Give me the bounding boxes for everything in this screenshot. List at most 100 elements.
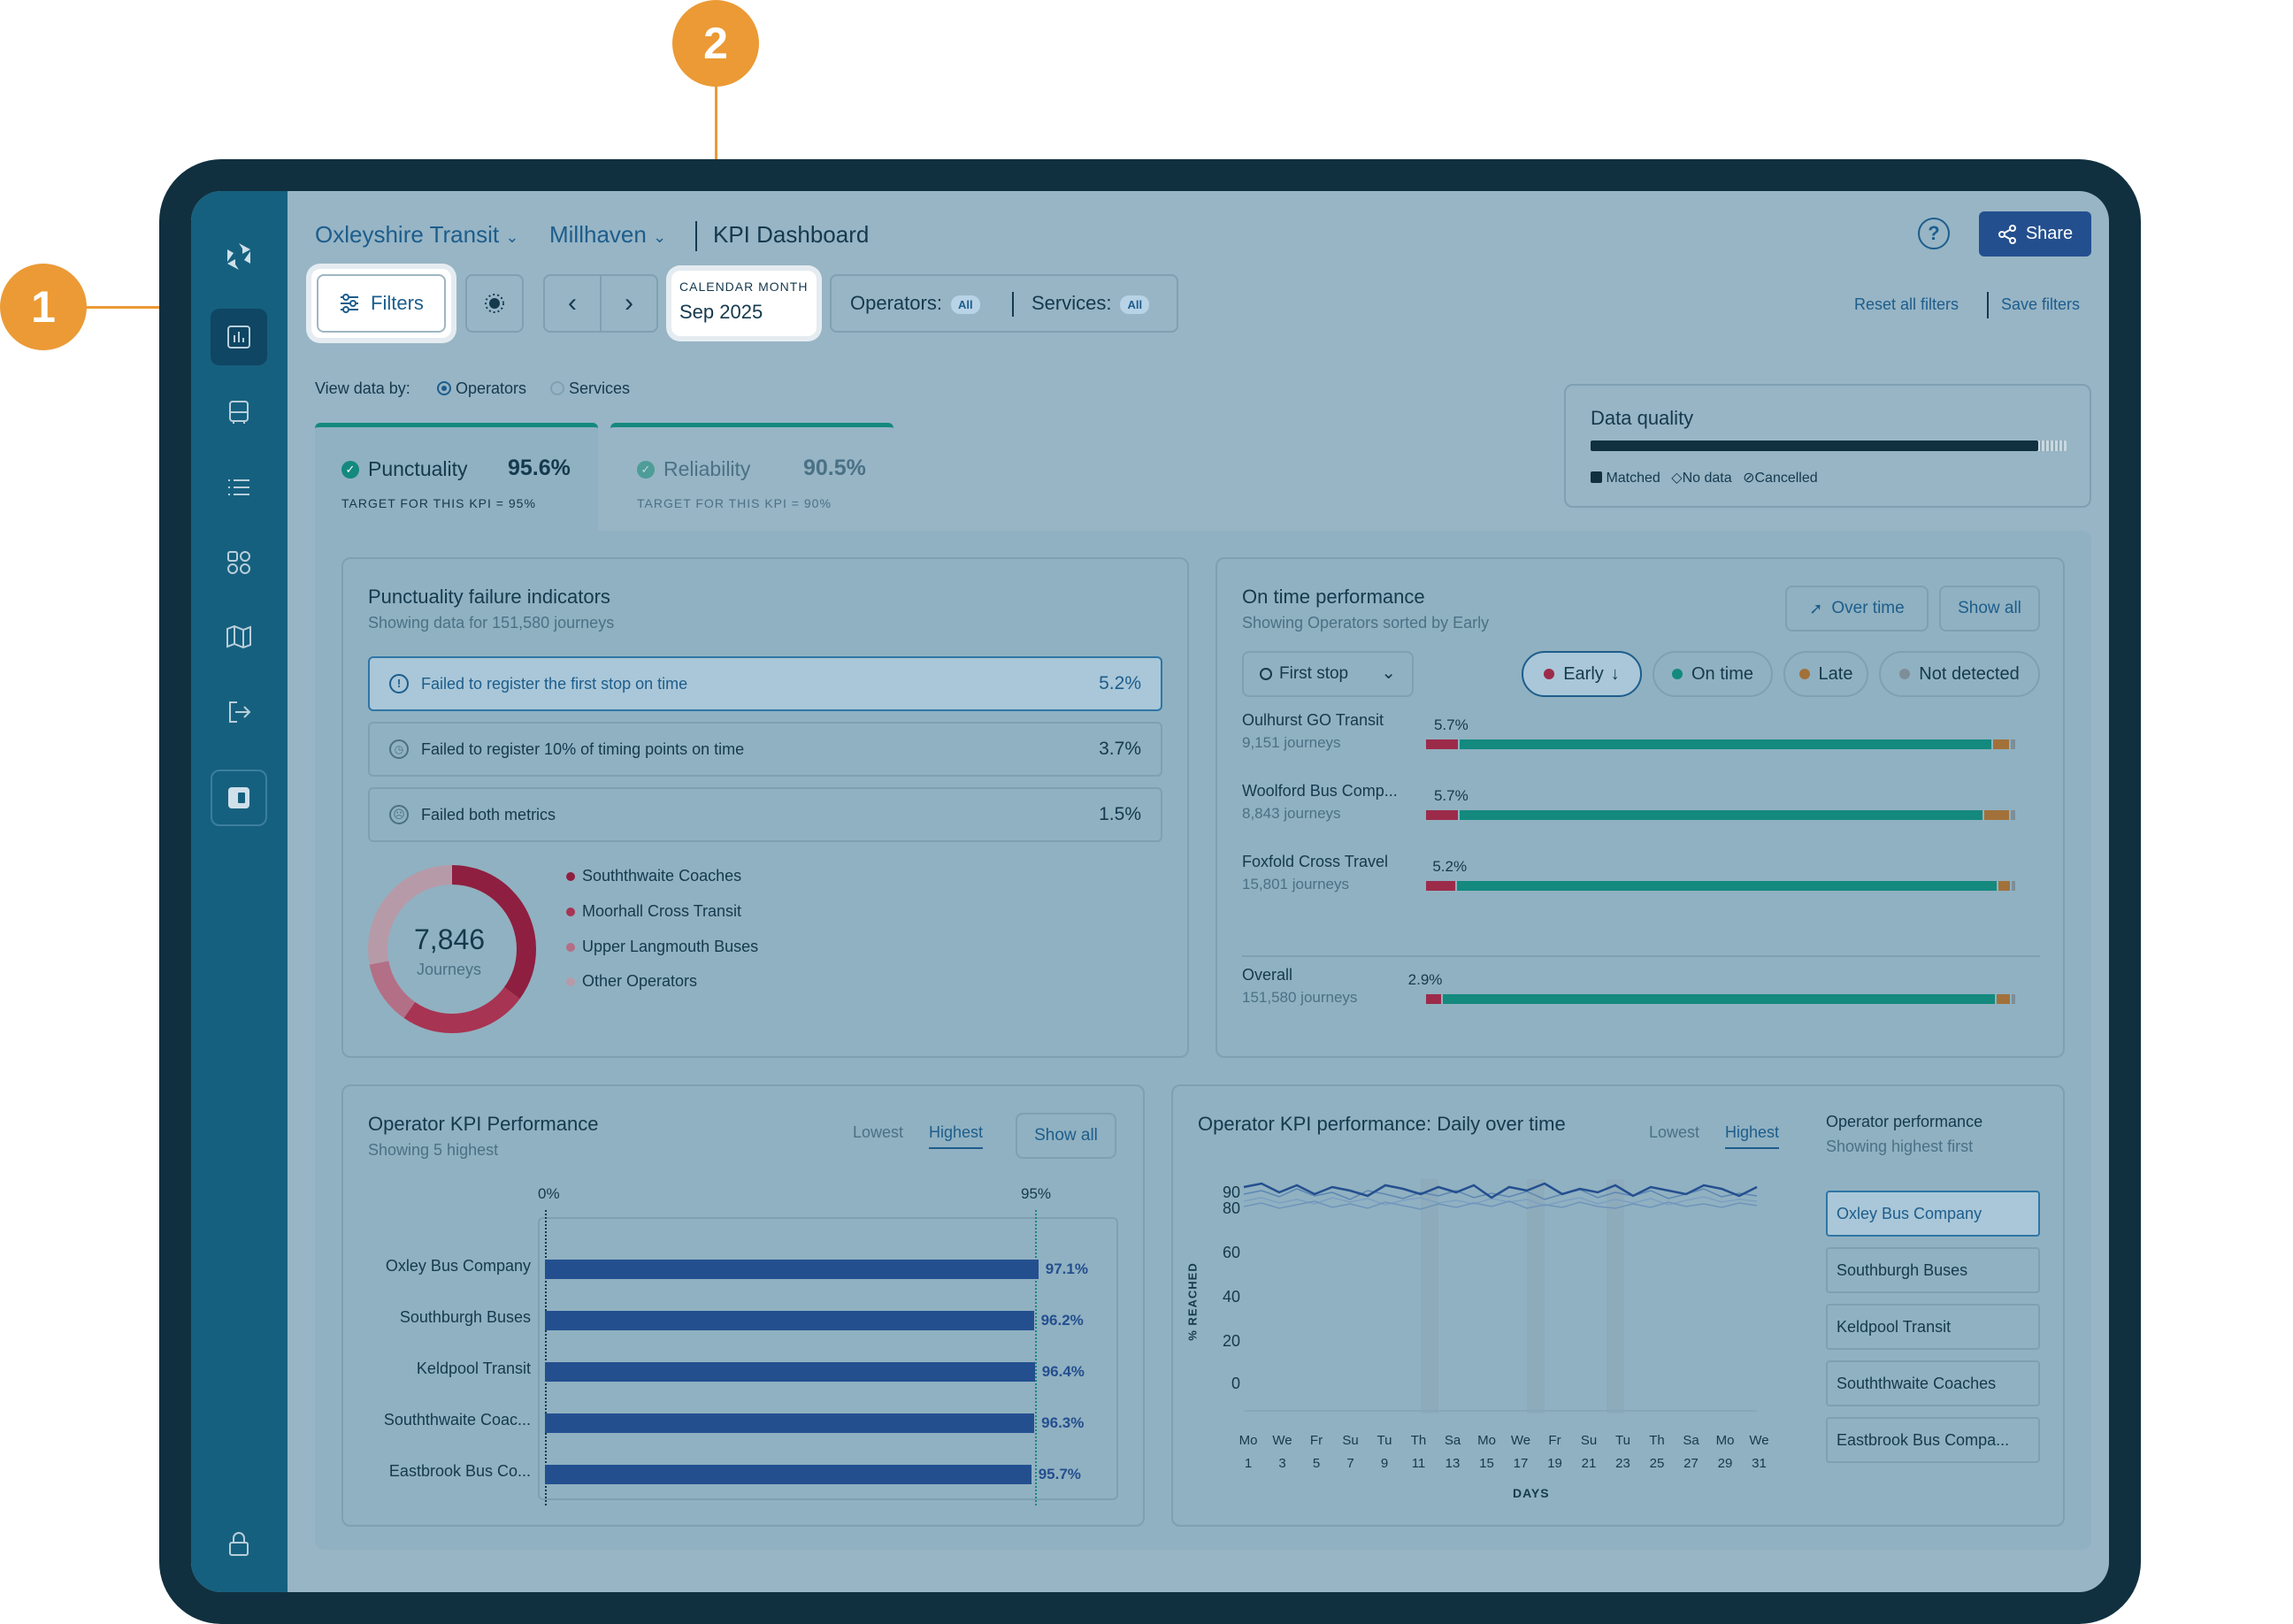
reset-filters-link[interactable]: Reset all filters	[1854, 295, 1959, 313]
stop-dropdown[interactable]: First stop ⌄	[1242, 651, 1414, 697]
org-name: Oxleyshire Transit	[315, 221, 500, 248]
x-tick-date: 5	[1312, 1456, 1321, 1471]
header-divider	[695, 221, 697, 251]
bar-value-label: 96.4%	[1041, 1363, 1085, 1380]
filters-button[interactable]: Filters	[317, 274, 446, 333]
save-filters-link[interactable]: Save filters	[2001, 295, 2081, 313]
ontime-subtitle: Showing Operators sorted by Early	[1242, 614, 1490, 632]
data-quality-matched-fill	[1591, 440, 2038, 451]
on-time-bar-segment	[1443, 994, 1996, 1004]
sort-highest-tab[interactable]: Highest	[929, 1123, 984, 1149]
operator-kpi-show-all-button[interactable]: Show all	[1016, 1113, 1116, 1159]
x-tick-date: 17	[1513, 1456, 1529, 1471]
prev-month-button[interactable]: ‹	[543, 274, 602, 333]
operators-services-filter[interactable]	[830, 274, 1178, 333]
target-label: 95%	[1021, 1185, 1052, 1202]
x-tick-day: Sa	[1444, 1433, 1461, 1448]
org-selector[interactable]: Oxleyshire Transit ⌄	[315, 221, 518, 249]
view-by-services-radio[interactable]: Services	[550, 379, 630, 398]
filter-chip-on-time[interactable]: On time	[1653, 651, 1773, 697]
perf-title: Operator performance	[1826, 1113, 1983, 1130]
region-selector[interactable]: Millhaven ⌄	[549, 221, 666, 249]
operators-filter[interactable]: Operators: All	[850, 292, 980, 315]
alert-circle-icon: !	[389, 674, 409, 693]
not-detected-bar-segment	[2010, 810, 2015, 820]
daily-sort-highest-tab[interactable]: Highest	[1725, 1123, 1780, 1149]
reliability-target: TARGET FOR THIS KPI = 90%	[637, 496, 832, 510]
bar[interactable]	[545, 1465, 1031, 1484]
early-bar-segment	[1426, 810, 1458, 820]
calendar-month-picker[interactable]: CALENDAR MONTH Sep 2025	[679, 276, 812, 331]
operator-option[interactable]: Southburgh Buses	[1826, 1247, 2040, 1293]
failure-row-label: Failed to register 10% of timing points …	[421, 740, 745, 758]
x-axis-label: DAYS	[1513, 1486, 1550, 1500]
y-tick-label: 40	[1222, 1288, 1240, 1306]
bar[interactable]	[545, 1413, 1035, 1433]
donut-label: Journeys	[417, 961, 482, 978]
show-all-button[interactable]: Show all	[1939, 586, 2040, 632]
x-tick-date: 11	[1411, 1456, 1426, 1471]
view-by-operators-radio[interactable]: Operators	[437, 379, 526, 398]
early-value-label: 5.7%	[1433, 716, 1469, 733]
operator-option[interactable]: Eastbrook Bus Compa...	[1826, 1417, 2040, 1463]
on-time-bar-segment	[1459, 810, 1982, 820]
services-label: Services:	[1031, 292, 1112, 314]
failure-row[interactable]: ◷ Failed to register 10% of timing point…	[368, 722, 1162, 777]
over-time-label: Over time	[1831, 599, 1905, 617]
bar[interactable]	[545, 1362, 1035, 1382]
bar[interactable]	[545, 1311, 1034, 1330]
operator-option[interactable]: Oxley Bus Company	[1826, 1191, 2040, 1237]
sort-lowest-tab[interactable]: Lowest	[853, 1123, 904, 1141]
failure-row[interactable]: ! Failed to register the first stop on t…	[368, 656, 1162, 711]
failure-row[interactable]: ☹ Failed both metrics 1.5%	[368, 787, 1162, 842]
help-icon[interactable]: ?	[1918, 218, 1950, 249]
filter-chip-late[interactable]: Late	[1783, 651, 1868, 697]
bar[interactable]	[545, 1260, 1039, 1279]
tab-punctuality[interactable]: ✓ Punctuality 95.6% TARGET FOR THIS KPI …	[315, 423, 598, 541]
filter-chip-not-detected[interactable]: Not detected	[1879, 651, 2040, 697]
early-bar-segment	[1426, 881, 1455, 891]
sidebar-item-dashboard[interactable]	[211, 309, 267, 365]
donut-legend-item: Souththwaite Coaches	[566, 867, 741, 885]
next-month-button[interactable]: ›	[600, 274, 658, 333]
check-circle-icon: ✓	[341, 461, 359, 479]
x-tick-date: 25	[1649, 1456, 1665, 1471]
late-bar-segment	[1997, 994, 2010, 1004]
operator-option[interactable]: Souththwaite Coaches	[1826, 1360, 2040, 1406]
sidebar-item-bus[interactable]	[211, 384, 267, 440]
ontime-operator-name: Foxfold Cross Travel	[1242, 853, 1389, 870]
donut-legend-item: Other Operators	[566, 972, 697, 991]
lock-icon[interactable]	[211, 1516, 267, 1573]
perf-subtitle: Showing highest first	[1826, 1138, 1974, 1155]
operator-option[interactable]: Keldpool Transit	[1826, 1304, 2040, 1350]
filter-chip-early[interactable]: Early ↓	[1522, 651, 1642, 697]
reliability-value: 90.5%	[803, 456, 866, 480]
not-detected-bar-segment	[2010, 739, 2015, 749]
callout-2: 2	[672, 0, 759, 87]
ontime-operator-name: Oulhurst GO Transit	[1242, 711, 1384, 729]
share-button[interactable]: Share	[1979, 211, 2091, 257]
punctuality-value: 95.6%	[508, 456, 571, 480]
early-value-label: 5.7%	[1433, 787, 1469, 804]
sidebar-item-export[interactable]	[211, 684, 267, 740]
failure-title: Punctuality failure indicators	[368, 586, 610, 608]
sidebar-item-list[interactable]	[211, 459, 267, 516]
sidebar-item-app-tile[interactable]	[211, 770, 267, 826]
failure-row-value: 3.7%	[1099, 739, 1141, 759]
chevron-left-icon: ‹	[568, 288, 577, 318]
services-filter[interactable]: Services: All	[1031, 292, 1150, 315]
sidebar-item-apps[interactable]	[211, 534, 267, 591]
operators-value-badge: All	[950, 295, 980, 314]
legend-cancelled: Cancelled	[1754, 471, 1818, 486]
on-time-performance-card: On time performance Showing Operators so…	[1216, 557, 2065, 1058]
axis-start-label: 0%	[538, 1185, 560, 1202]
donut-legend-item: Moorhall Cross Transit	[566, 902, 741, 921]
daily-sort-lowest-tab[interactable]: Lowest	[1649, 1123, 1700, 1141]
sidebar-item-map[interactable]	[211, 609, 267, 665]
bar-category-label: Southburgh Buses	[399, 1308, 531, 1326]
over-time-button[interactable]: ➚ Over time	[1785, 586, 1929, 632]
theme-toggle-button[interactable]	[465, 274, 524, 333]
tab-reliability[interactable]: ✓ Reliability 90.5% TARGET FOR THIS KPI …	[610, 423, 893, 527]
early-bar-segment	[1426, 994, 1442, 1004]
x-tick-day: Su	[1580, 1433, 1598, 1448]
